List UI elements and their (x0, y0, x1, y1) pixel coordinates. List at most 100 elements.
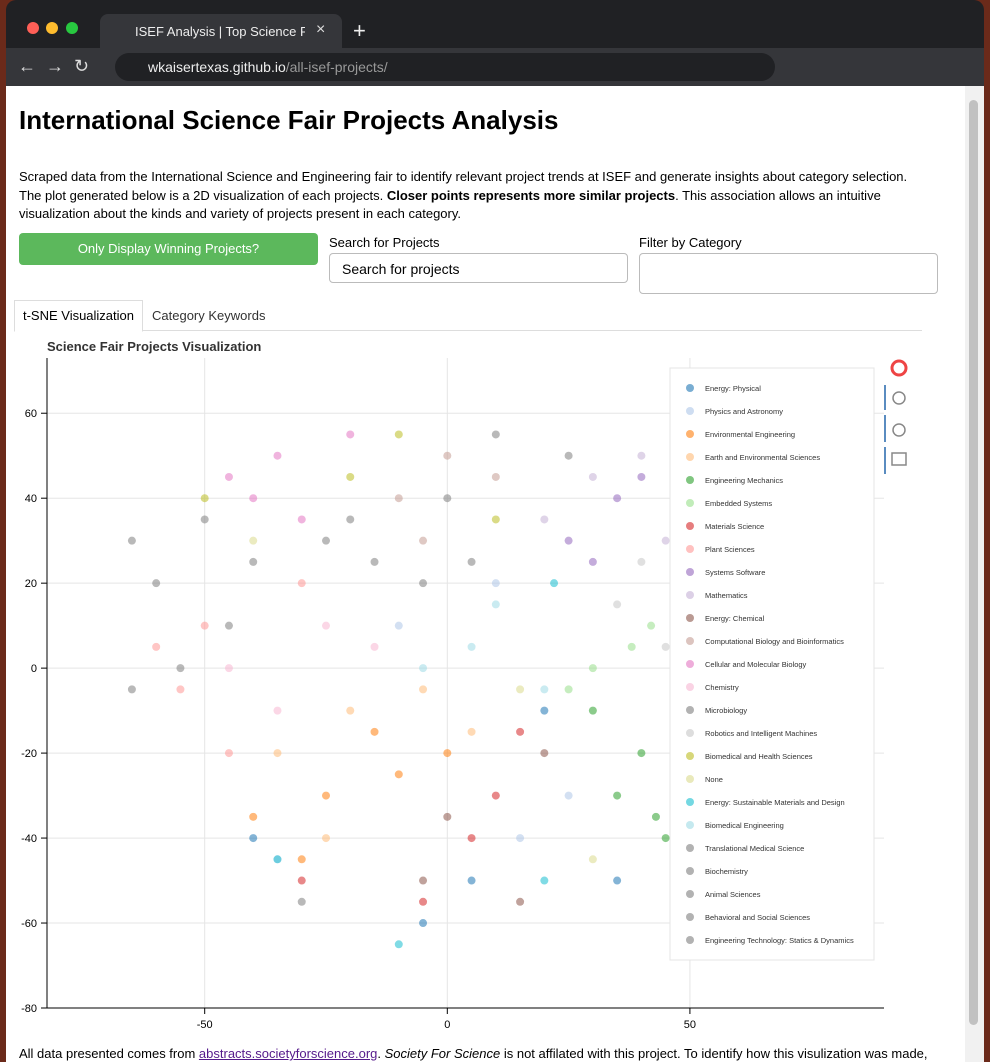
point (540, 876, 549, 885)
minimize-button[interactable] (46, 22, 58, 34)
point (467, 727, 476, 736)
point (516, 727, 525, 736)
point (627, 642, 636, 651)
point (370, 557, 379, 566)
point (467, 557, 476, 566)
tab[interactable]: t-SNE Visualization (14, 300, 143, 332)
point (249, 812, 258, 821)
legend-swatch (686, 522, 694, 530)
point (419, 897, 428, 906)
filter-input[interactable] (639, 253, 938, 294)
point (516, 897, 525, 906)
legend-label: Behavioral and Social Sciences (705, 913, 810, 922)
point (613, 494, 622, 503)
point (564, 451, 573, 460)
point (273, 706, 282, 715)
point (394, 940, 403, 949)
point (588, 664, 597, 673)
filter-label: Filter by Category (639, 235, 742, 250)
legend-swatch (686, 867, 694, 875)
point (491, 600, 500, 609)
legend-swatch (686, 476, 694, 484)
point (564, 791, 573, 800)
tab-close[interactable]: × (316, 21, 326, 38)
point (273, 749, 282, 758)
point (249, 557, 258, 566)
point (346, 515, 355, 524)
point (394, 494, 403, 503)
legend-label: None (705, 775, 723, 784)
point (588, 557, 597, 566)
point (637, 451, 646, 460)
tab[interactable]: Category Keywords (152, 308, 266, 323)
point (394, 621, 403, 630)
legend-box (669, 367, 875, 961)
active-tab[interactable]: ISEF Analysis | Top Science Fair × (100, 14, 342, 48)
address-bar[interactable]: wkaisertexas.github.io/all-isef-projects… (115, 53, 775, 81)
legend-label: Engineering Mechanics (705, 476, 783, 485)
point (297, 855, 306, 864)
scrollbar[interactable] (965, 86, 984, 1062)
legend-swatch (686, 545, 694, 553)
search-label: Search for Projects (329, 235, 440, 250)
chart: Science Fair Projects Visualization -50 0… (21, 339, 908, 1031)
desc-text: . This association allows an intuitive v… (19, 187, 881, 222)
point (613, 876, 622, 885)
point (297, 897, 306, 906)
point (224, 621, 233, 630)
point (224, 664, 233, 673)
point (176, 685, 185, 694)
winning-button[interactable]: Only Display Winning Projects? (19, 233, 318, 265)
point (394, 430, 403, 439)
desc-bold: Closer points represents more similar pr… (386, 187, 676, 203)
point (661, 834, 670, 843)
point (491, 472, 500, 481)
point (540, 749, 549, 758)
footer-text: is not affilated with this project. To i… (500, 1046, 928, 1061)
y-tick-label: 20 (25, 578, 37, 590)
legend-label: Materials Science (705, 522, 764, 531)
footer-text: All data presented comes from (19, 1046, 199, 1061)
search-input[interactable]: Search for projects (329, 253, 628, 283)
footer: All data presented comes from abstracts.… (19, 1046, 928, 1061)
legend-swatch (686, 683, 694, 691)
footer-italic: Society For Science (384, 1046, 501, 1061)
point (491, 430, 500, 439)
footer-link[interactable]: abstracts.societyforscience.org (198, 1046, 378, 1061)
legend-swatch (686, 798, 694, 806)
point (467, 642, 476, 651)
legend-label: Chemistry (705, 683, 739, 692)
point (419, 664, 428, 673)
close-button[interactable] (27, 22, 39, 34)
y-tick-label: 60 (25, 408, 37, 420)
legend-label: Translational Medical Science (705, 844, 804, 853)
point (443, 749, 452, 758)
point (419, 579, 428, 588)
nav-buttons[interactable]: ← → ↻ (18, 56, 90, 76)
legend-label: Robotics and Intelligent Machines (705, 729, 817, 738)
y-tick-label: 40 (25, 493, 37, 505)
legend-swatch (686, 752, 694, 760)
new-tab[interactable]: + (353, 18, 366, 43)
point (651, 812, 660, 821)
tab-line (14, 330, 922, 331)
point (491, 791, 500, 800)
chart-title: Science Fair Projects Visualization (47, 339, 261, 354)
legend-label: Computational Biology and Bioinformatics (705, 637, 844, 646)
legend-label: Microbiology (705, 706, 747, 715)
y-tick-label: 0 (31, 663, 37, 675)
point (588, 472, 597, 481)
point (588, 706, 597, 715)
point (491, 515, 500, 524)
point (176, 664, 185, 673)
point (127, 685, 136, 694)
point (297, 876, 306, 885)
legend-swatch (686, 775, 694, 783)
legend-label: Embedded Systems (705, 499, 772, 508)
description: Scraped data from the International Scie… (19, 168, 929, 224)
legend-swatch (686, 453, 694, 461)
maximize-button[interactable] (66, 22, 78, 34)
y-tick-label: -80 (21, 1003, 37, 1015)
point (249, 834, 258, 843)
legend-label: Biomedical Engineering (705, 821, 784, 830)
